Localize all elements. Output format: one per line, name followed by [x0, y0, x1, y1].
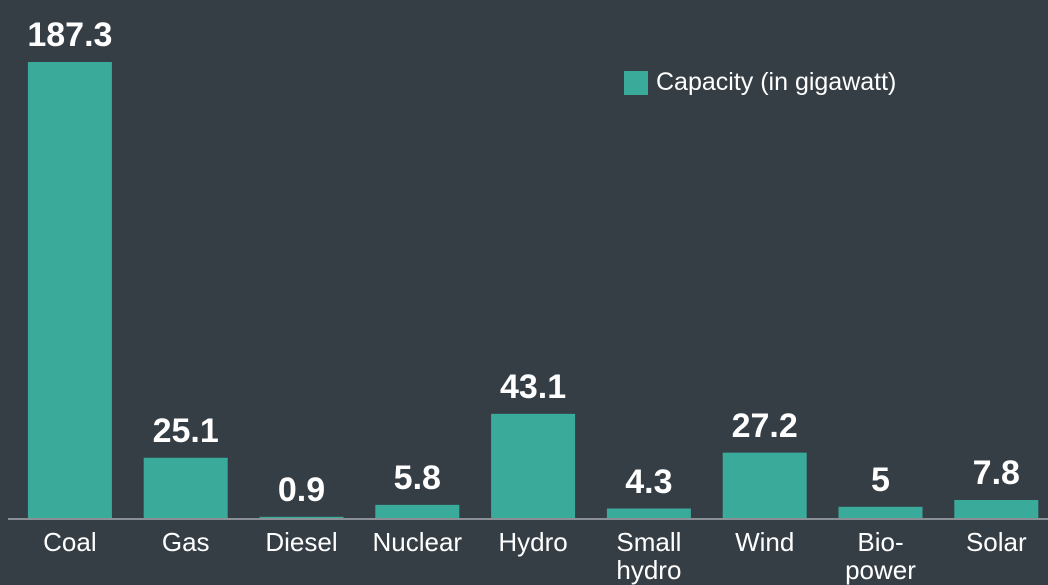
- bar: [27, 62, 112, 519]
- x-tick-label: Hydro: [498, 527, 568, 557]
- x-tick-label: Diesel: [265, 527, 338, 557]
- value-label: 25.1: [152, 411, 219, 450]
- x-tick-label: Bio-power: [845, 527, 916, 585]
- value-label: 187.3: [27, 16, 113, 54]
- value-label: 4.3: [625, 462, 673, 501]
- value-label: 27.2: [731, 406, 798, 445]
- bar: [143, 457, 228, 519]
- value-label: 5.8: [393, 458, 441, 497]
- bar: [722, 452, 807, 519]
- bar: [606, 508, 691, 519]
- value-label: 5: [871, 460, 890, 499]
- bar: [259, 516, 344, 519]
- x-tick-label: Gas: [161, 527, 210, 557]
- bar: [491, 413, 576, 519]
- bar: [838, 506, 923, 519]
- value-label: 7.8: [972, 453, 1020, 492]
- x-tick-label: Nuclear: [372, 527, 463, 557]
- bar: [375, 504, 460, 519]
- x-tick-label: Coal: [43, 527, 97, 557]
- legend: Capacity (in gigawatt): [624, 68, 896, 97]
- bar: [954, 499, 1039, 519]
- legend-swatch: [624, 70, 648, 95]
- value-label: 0.9: [277, 470, 326, 509]
- value-label: 43.1: [499, 367, 567, 406]
- x-tick-label: Solar: [965, 527, 1027, 557]
- x-tick-label: Small hydro: [616, 527, 682, 585]
- x-tick-label: Wind: [735, 527, 795, 557]
- legend-label: Capacity (in gigawatt): [656, 68, 897, 96]
